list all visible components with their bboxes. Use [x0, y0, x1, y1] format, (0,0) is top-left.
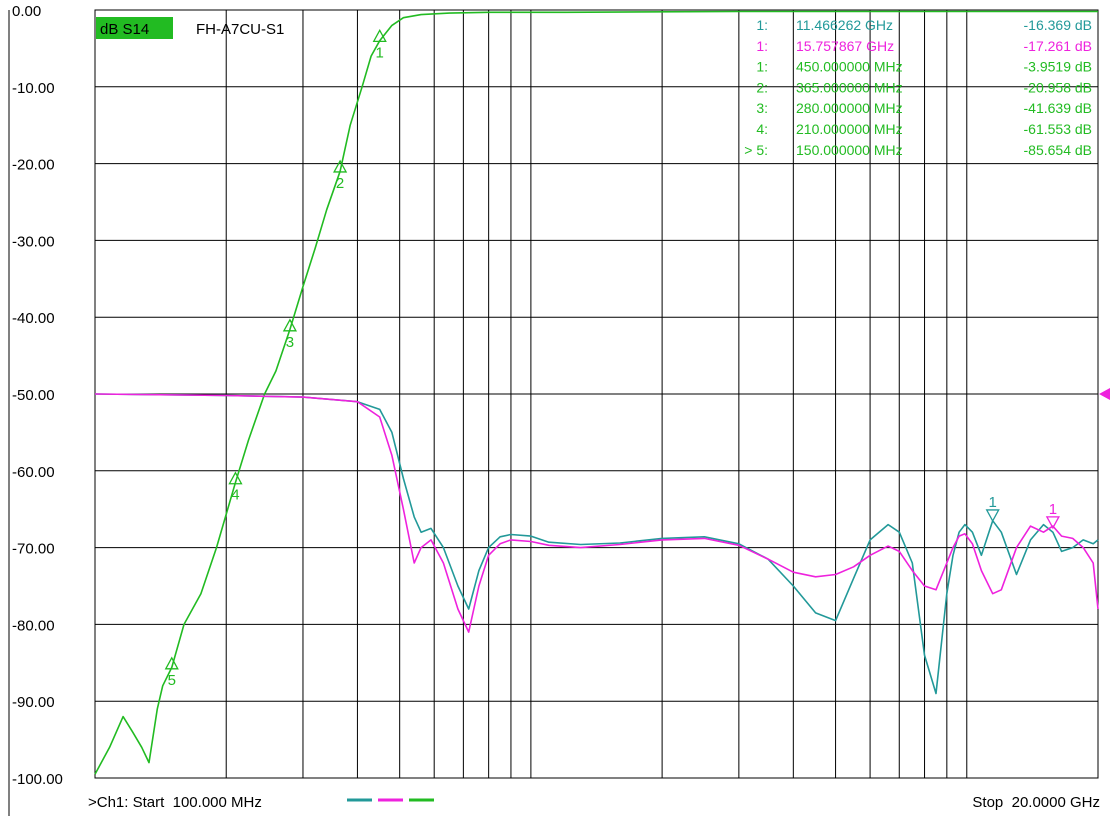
y-tick-label: -10.00 [12, 80, 55, 97]
marker-label: 5 [168, 672, 176, 689]
marker-triangle [372, 28, 387, 43]
marker-row-index: 1: [756, 59, 768, 75]
marker-label: 2 [336, 175, 344, 192]
marker-row-value: -17.261 dB [1024, 38, 1093, 54]
marker-label: 3 [286, 334, 294, 351]
y-tick-label: -50.00 [12, 387, 55, 404]
footer-bar: >Ch1: Start 100.000 MHz Stop 20.0000 GHz [88, 794, 1100, 811]
marker-row-frequency: 15.757867 GHz [796, 38, 894, 54]
trace-title: FH-A7CU-S1 [196, 21, 284, 38]
y-tick-label: -90.00 [12, 694, 55, 711]
marker-label: 1 [989, 494, 997, 511]
y-tick-label: -20.00 [12, 157, 55, 174]
grid [8, 9, 1099, 816]
marker-row-frequency: 11.466262 GHz [796, 17, 893, 33]
start-frequency-label: >Ch1: Start 100.000 MHz [88, 794, 262, 811]
traces [94, 10, 1099, 775]
markers: 1 2 3 4 5 1 1 [164, 28, 1060, 689]
trace-line-trace-3 [94, 393, 1099, 633]
y-tick-labels: 0.00 -10.00 -20.00 -30.00 -40.00 -50.00 -60.00… [12, 3, 63, 788]
marker-row-index: 2: [756, 79, 768, 95]
marker-row-value: -85.654 dB [1024, 142, 1093, 158]
reference-level-indicator [1099, 388, 1110, 400]
marker-triangle [282, 318, 298, 332]
trace-header: dB S14 FH-A7CU-S1 [96, 17, 284, 39]
marker-triangle [985, 509, 1000, 523]
trace-line-trace-2 [94, 393, 1099, 695]
marker-label: 1 [376, 44, 384, 61]
marker-row-frequency: 210.000000 MHz [796, 121, 903, 137]
marker-row-index: 1: [756, 17, 768, 33]
marker-row-frequency: 450.000000 MHz [796, 59, 903, 75]
trace-line-s14 [94, 10, 1098, 775]
marker-row-index: 3: [756, 100, 768, 116]
marker-row-value: -61.553 dB [1024, 121, 1093, 137]
trace-badge: dB S14 [100, 21, 149, 38]
y-tick-label: -60.00 [12, 464, 55, 481]
marker-triangle [333, 159, 348, 173]
y-tick-label: -80.00 [12, 617, 55, 634]
marker-row-frequency: 150.000000 MHz [796, 142, 903, 158]
marker-triangle [164, 656, 179, 670]
y-tick-label: -100.00 [12, 771, 63, 788]
marker-row-index: 1: [756, 38, 768, 54]
marker-row-frequency: 365.000000 MHz [796, 79, 903, 95]
y-tick-label: -40.00 [12, 310, 55, 327]
marker-row-frequency: 280.000000 MHz [796, 100, 903, 116]
y-tick-label: -70.00 [12, 541, 55, 558]
marker-row-value: -3.9519 dB [1024, 59, 1093, 75]
marker-readout-table: 1: 11.466262 GHz -16.369 dB 1: 15.757867 GHz… [744, 17, 1092, 158]
y-tick-label: -30.00 [12, 233, 55, 250]
stop-frequency-label: Stop 20.0000 GHz [972, 794, 1100, 811]
marker-row-value: -41.639 dB [1024, 100, 1093, 116]
marker-label: 4 [231, 487, 239, 504]
marker-row-value: -16.369 dB [1024, 17, 1093, 33]
marker-row-index: 4: [756, 121, 768, 137]
marker-row-value: -20.958 dB [1024, 79, 1093, 95]
marker-row-index: > 5: [744, 142, 768, 158]
marker-triangle [1045, 516, 1060, 530]
marker-label: 1 [1049, 501, 1057, 518]
trace-badge-background [96, 17, 173, 39]
marker-triangle [228, 471, 243, 485]
y-tick-label: 0.00 [12, 3, 41, 20]
reference-arrow-right [1099, 388, 1110, 400]
